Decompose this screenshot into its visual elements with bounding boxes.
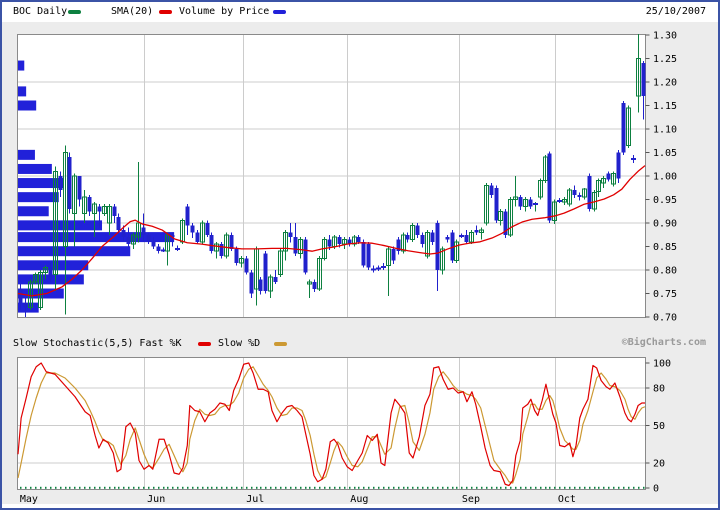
sma-swatch-icon [159, 10, 172, 14]
svg-text:1.10: 1.10 [653, 125, 677, 136]
svg-text:0.85: 0.85 [653, 242, 677, 253]
slow-d-swatch-icon [274, 342, 287, 346]
svg-text:Jul: Jul [246, 494, 264, 505]
svg-text:1.15: 1.15 [653, 101, 677, 112]
fast-k-swatch-icon [198, 342, 211, 346]
bigcharts-watermark: ©BigCharts.com [622, 337, 706, 348]
svg-text:80: 80 [653, 384, 665, 395]
svg-text:100: 100 [653, 359, 671, 370]
svg-text:0.75: 0.75 [653, 289, 677, 300]
slow-d-label: Slow %D [218, 338, 260, 349]
svg-text:Jun: Jun [147, 494, 165, 505]
svg-text:1.20: 1.20 [653, 78, 677, 89]
svg-text:1.00: 1.00 [653, 172, 677, 183]
chart-date: 25/10/2007 [646, 6, 706, 17]
svg-text:Aug: Aug [350, 494, 368, 505]
up-candle-swatch-icon [68, 10, 81, 14]
svg-text:0.80: 0.80 [653, 266, 677, 277]
svg-text:0.90: 0.90 [653, 219, 677, 230]
svg-text:Oct: Oct [558, 494, 576, 505]
svg-text:May: May [20, 494, 38, 505]
svg-text:1.05: 1.05 [653, 148, 677, 159]
symbol-label: BOC Daily [13, 6, 67, 17]
svg-text:1.30: 1.30 [653, 31, 677, 42]
stochastic-title: Slow Stochastic(5,5) Fast %K [13, 338, 182, 349]
svg-text:1.25: 1.25 [653, 54, 677, 65]
vbp-swatch-icon [273, 10, 286, 14]
svg-text:0: 0 [653, 484, 659, 495]
svg-text:50: 50 [653, 421, 665, 432]
svg-text:0.70: 0.70 [653, 313, 677, 324]
price-and-stochastic-chart: May Jun Jul Aug Sep Oct 1.30 1.25 1.20 1.15 1.10 1.… [2, 2, 718, 508]
bigcharts-window: May Jun Jul Aug Sep Oct 1.30 1.25 1.20 1.15 1.10 1.… [0, 0, 720, 510]
svg-text:Sep: Sep [462, 494, 480, 505]
sma-legend-label: SMA(20) [111, 6, 153, 17]
svg-text:20: 20 [653, 459, 665, 470]
svg-text:0.95: 0.95 [653, 195, 677, 206]
vbp-legend-label: Volume by Price [179, 6, 269, 17]
